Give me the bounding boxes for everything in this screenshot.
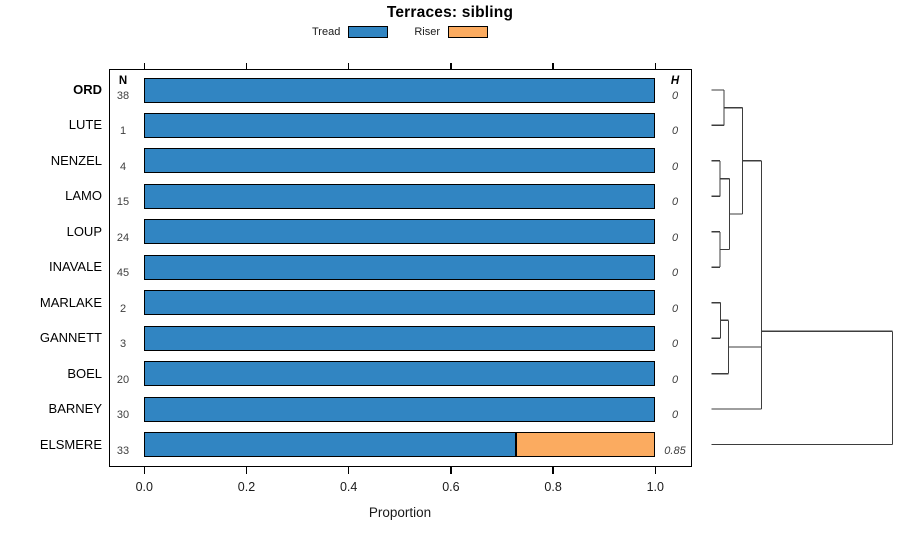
legend-item-tread: Tread: [312, 26, 389, 38]
axis-tick-top: [450, 62, 452, 69]
row-label-marlake: MARLAKE: [39, 294, 102, 310]
h-value: 0: [671, 231, 679, 244]
h-value: 0: [671, 196, 679, 209]
legend-label: Tread: [312, 26, 341, 38]
h-column-header: H: [670, 75, 680, 87]
bar-segment-tread: [144, 183, 656, 209]
bar-segment-tread: [144, 325, 656, 351]
legend-swatch-tread: [348, 26, 389, 38]
axis-tick-label: 0.2: [237, 479, 256, 494]
row-label-inavale: INAVALE: [49, 259, 102, 275]
axis-tick-bottom: [654, 466, 656, 474]
axis-tick-bottom: [143, 466, 145, 474]
n-value: 20: [116, 373, 130, 386]
h-value: 0: [671, 267, 679, 280]
n-value: 45: [116, 267, 130, 280]
bar-segment-tread: [144, 432, 516, 457]
bar-segment-tread: [144, 148, 656, 174]
h-value: 0: [671, 338, 679, 351]
axis-tick-bottom: [348, 466, 350, 474]
bar-segment-riser: [515, 432, 656, 457]
bar-segment-tread: [144, 361, 656, 387]
legend: Tread Riser: [312, 26, 488, 38]
axis-tick-label: 0.8: [544, 479, 562, 494]
h-value: 0.85: [664, 444, 686, 457]
row-label-boel: BOEL: [67, 365, 102, 381]
bar-segment-tread: [144, 396, 656, 422]
n-value: 15: [116, 196, 130, 209]
axis-tick-bottom: [552, 466, 554, 474]
n-value: 33: [116, 444, 130, 457]
n-value: 3: [119, 338, 127, 351]
axis-tick-top: [348, 62, 350, 69]
axis-tick-bottom: [245, 466, 248, 474]
h-value: 0: [671, 302, 679, 315]
axis-tick-label: 1.0: [646, 479, 664, 494]
row-label-loup: LOUP: [66, 223, 102, 239]
bar-segment-tread: [144, 254, 656, 280]
n-value: 1: [119, 125, 127, 138]
n-value: 30: [116, 409, 130, 422]
h-value: 0: [671, 90, 679, 102]
row-label-lamo: LAMO: [65, 188, 102, 204]
legend-label: Riser: [414, 26, 440, 38]
axis-tick-top: [245, 62, 248, 69]
h-value: 0: [671, 409, 679, 422]
axis-tick-top: [143, 62, 145, 69]
n-column-header: N: [118, 75, 128, 87]
h-value: 0: [671, 125, 679, 138]
x-axis-label: Proportion: [368, 505, 432, 520]
h-value: 0: [671, 373, 679, 386]
legend-swatch-riser: [448, 26, 488, 38]
bar-segment-tread: [144, 112, 656, 138]
axis-tick-label: 0.0: [135, 479, 153, 494]
bar-segment-tread: [144, 219, 656, 245]
n-value: 2: [119, 302, 127, 315]
bar-segment-tread: [144, 77, 656, 103]
legend-item-riser: Riser: [414, 26, 488, 38]
n-value: 38: [116, 90, 130, 102]
axis-tick-top: [552, 62, 554, 69]
n-value: 4: [119, 160, 127, 173]
row-label-barney: BARNEY: [48, 401, 102, 417]
row-label-gannett: GANNETT: [39, 330, 102, 346]
axis-tick-bottom: [450, 466, 452, 474]
h-value: 0: [671, 160, 679, 173]
row-label-ord: ORD: [73, 82, 102, 97]
row-label-elsmere: ELSMERE: [39, 436, 102, 452]
axis-tick-label: 0.4: [339, 479, 358, 494]
axis-tick-label: 0.6: [442, 479, 460, 494]
bar-segment-tread: [144, 290, 656, 316]
n-value: 24: [116, 231, 130, 244]
chart-title: Terraces: sibling: [386, 4, 514, 21]
axis-tick-top: [654, 62, 656, 69]
row-label-lute: LUTE: [68, 117, 102, 133]
row-label-nenzel: NENZEL: [50, 152, 102, 168]
